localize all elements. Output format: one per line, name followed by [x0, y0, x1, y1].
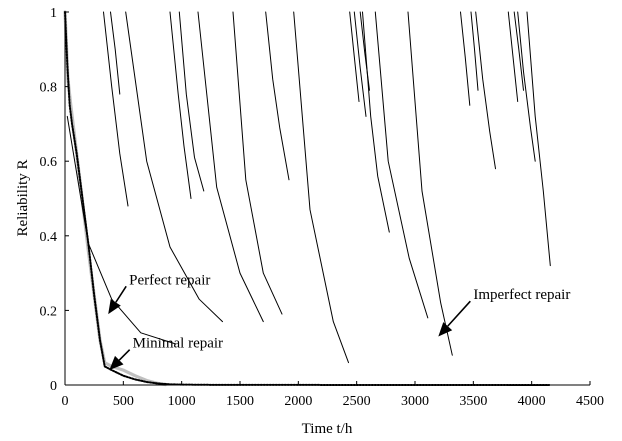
x-axis-title: Time t/h	[302, 421, 353, 437]
x-tick-label: 2000	[284, 394, 312, 409]
x-tick-label: 0	[62, 394, 69, 409]
series-line-solid-2	[66, 115, 177, 345]
series-line-solid-7	[125, 11, 223, 323]
series-line-solid-8	[197, 11, 264, 323]
y-tick-label: 0.2	[40, 304, 58, 319]
annotation-arrow-head	[108, 299, 121, 315]
series-line-solid-20	[475, 11, 496, 170]
y-tick-label: 0.6	[40, 155, 58, 170]
series-line-solid-11	[293, 11, 349, 364]
annotation-arrow-head	[109, 355, 124, 371]
series-line-solid-22	[513, 11, 524, 91]
annotation-label: Imperfect repair	[473, 287, 570, 303]
x-tick-label: 4500	[576, 394, 604, 409]
x-tick-label: 1000	[168, 394, 196, 409]
series-line-solid-12	[349, 11, 360, 102]
annotation-arrow-shaft	[115, 285, 127, 303]
annotation-arrow-shaft	[118, 349, 131, 361]
y-axis-title: Reliability R	[15, 159, 31, 236]
series-line-solid-5	[169, 11, 192, 199]
tick-layer: 0 500 1000 1500 2000 2500 3000 3500 4000 4500 0 0.2…	[40, 6, 605, 409]
annotation-label: Perfect repair	[129, 272, 210, 288]
series-line-solid-21	[507, 11, 519, 102]
annotation-layer: Perfect repair Minimal repair Imperfect re…	[108, 272, 570, 371]
series-line-solid-10	[232, 11, 283, 315]
plot-area	[65, 12, 590, 385]
x-tick-label: 1500	[226, 394, 254, 409]
y-tick-label: 0.4	[40, 230, 58, 245]
series-line-solid-23	[517, 11, 536, 162]
x-tick-label: 4000	[518, 394, 546, 409]
series-line-solid-4	[110, 11, 121, 95]
annotation-arrow-shaft	[447, 300, 471, 327]
x-tick-label: 3000	[401, 394, 429, 409]
series-line-solid-3	[103, 11, 129, 207]
y-tick-label: 1	[50, 6, 57, 21]
series-line-solid-6	[178, 11, 205, 192]
x-tick-label: 500	[113, 394, 134, 409]
series-line-solid-13	[353, 11, 367, 117]
series-line-solid-24	[526, 11, 551, 267]
x-tick-label: 2500	[343, 394, 371, 409]
series-line-solid-18	[460, 11, 471, 106]
annotation-arrow-head	[438, 322, 453, 337]
x-tick-label: 3500	[459, 394, 487, 409]
y-tick-label: 0	[50, 379, 57, 394]
series-line-solid-16	[374, 11, 429, 319]
series-line-solid-15	[362, 11, 390, 233]
annotation-label: Minimal repair	[133, 336, 223, 352]
y-tick-label: 0.8	[40, 81, 58, 96]
series-line-solid-9	[265, 11, 290, 181]
series-line-solid-19	[470, 11, 479, 91]
